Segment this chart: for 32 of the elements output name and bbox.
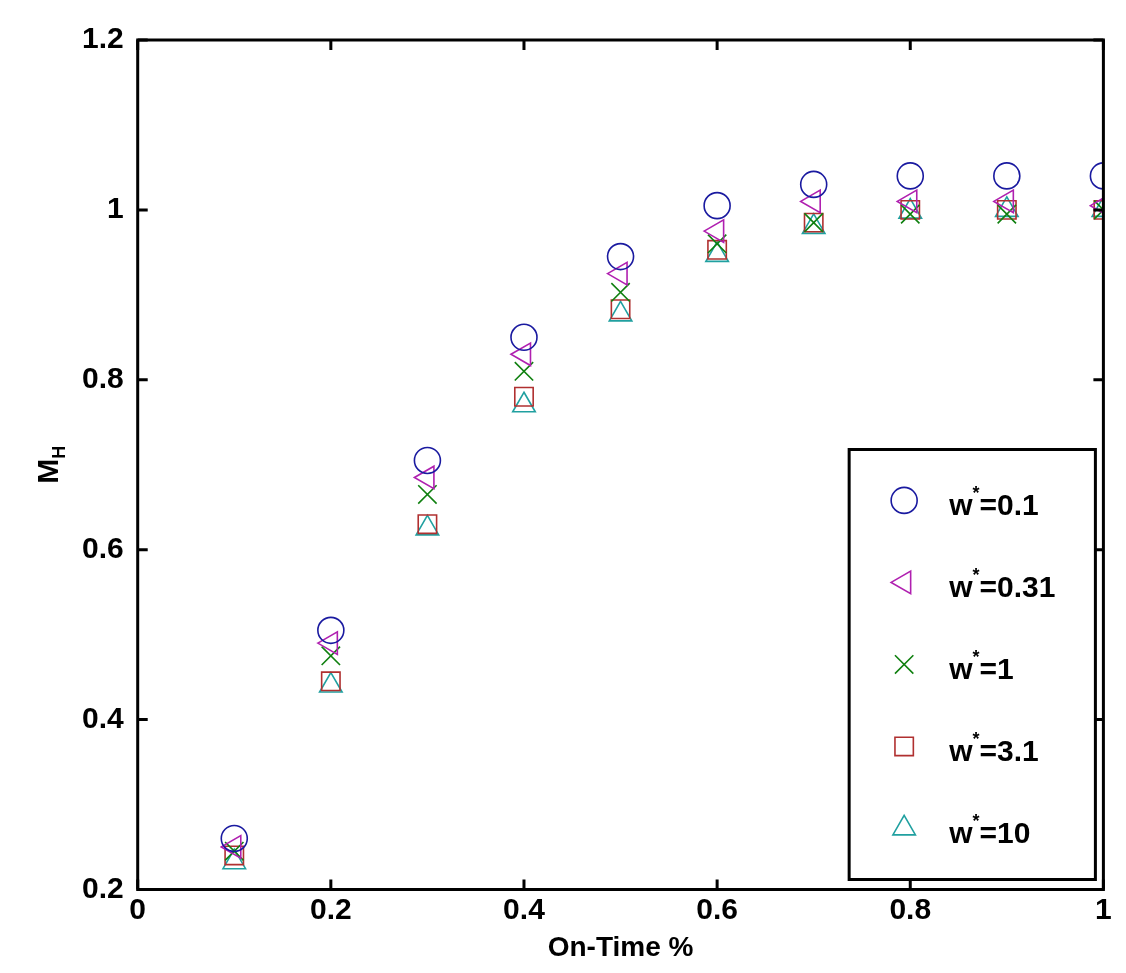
x-tick-label: 1 <box>1095 891 1112 925</box>
point <box>606 242 635 271</box>
point <box>799 170 828 199</box>
point <box>513 361 534 382</box>
x-axis-title: On-Time % <box>547 930 694 962</box>
y-tick-label: 1.2 <box>81 21 124 55</box>
point <box>220 824 249 853</box>
point <box>317 616 345 645</box>
y-axis-title: MH <box>31 445 69 484</box>
legend-label: w*=0.1 <box>948 483 1039 521</box>
x-tick-label: 0.4 <box>503 891 546 925</box>
x-tick-label: 0.8 <box>889 891 932 925</box>
point <box>610 282 631 303</box>
y-tick-label: 0.4 <box>81 700 124 734</box>
x-tick-label: 0.6 <box>696 891 738 925</box>
point <box>896 162 925 190</box>
point <box>413 446 442 475</box>
point <box>510 323 538 352</box>
y-tick-label: 1 <box>107 191 124 225</box>
point <box>417 484 438 505</box>
legend-label: w*=1 <box>948 647 1014 685</box>
point <box>993 162 1021 190</box>
legend-label: w*=10 <box>948 811 1031 849</box>
x-tick-label: 0.2 <box>309 891 352 925</box>
point <box>320 645 341 666</box>
point <box>703 191 731 220</box>
legend-label: w*=0.31 <box>948 565 1056 603</box>
y-tick-label: 0.8 <box>81 361 124 395</box>
y-tick-label: 0.2 <box>81 870 124 904</box>
x-tick-label: 0 <box>129 891 147 925</box>
legend-label: w*=3.1 <box>948 729 1039 767</box>
y-tick-label: 0.6 <box>81 530 124 564</box>
